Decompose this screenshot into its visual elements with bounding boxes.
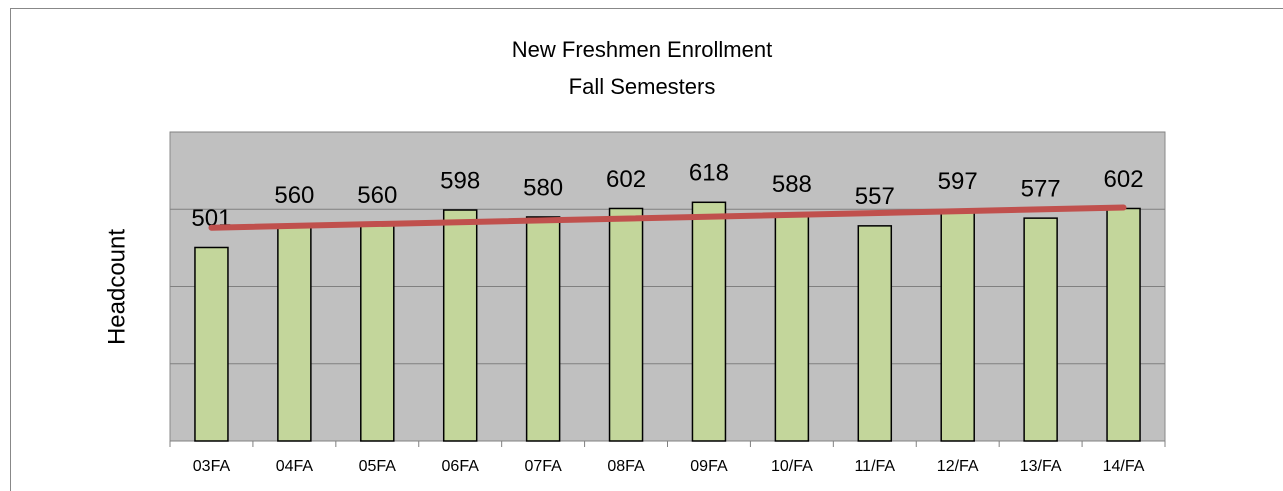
x-tick-label: 05FA xyxy=(359,458,397,475)
bar xyxy=(360,223,395,442)
data-label: 618 xyxy=(689,160,729,187)
data-label: 597 xyxy=(938,168,978,195)
bar xyxy=(608,207,644,442)
x-tick-label: 07FA xyxy=(524,458,562,475)
data-label: 580 xyxy=(523,174,563,201)
data-label: 602 xyxy=(606,166,646,193)
bar xyxy=(774,213,810,442)
x-tick-label: 09FA xyxy=(690,458,728,475)
x-tick-label: 12/FA xyxy=(937,458,979,475)
x-tick-label: 03FA xyxy=(193,458,231,475)
x-tick-label: 11/FA xyxy=(854,458,895,475)
bar xyxy=(525,216,561,442)
y-axis-label: Headcount xyxy=(103,229,130,345)
chart-title: New Freshmen Enrollment xyxy=(512,37,772,62)
data-label: 560 xyxy=(357,182,397,209)
bar xyxy=(857,225,893,442)
bar xyxy=(194,246,229,442)
bar xyxy=(277,223,312,442)
data-label: 602 xyxy=(1104,166,1144,193)
x-tick-label: 10/FA xyxy=(771,458,813,475)
data-label: 598 xyxy=(440,167,480,194)
data-label: 577 xyxy=(1021,175,1061,202)
data-label: 560 xyxy=(274,182,314,209)
chart-subtitle: Fall Semesters xyxy=(569,74,716,99)
bar xyxy=(940,209,975,442)
trendline xyxy=(208,204,1127,231)
bar xyxy=(1106,207,1141,442)
data-label: 557 xyxy=(855,183,895,210)
x-tick-label: 04FA xyxy=(276,458,314,475)
x-tick-label: 06FA xyxy=(442,458,480,475)
bar xyxy=(1023,217,1058,442)
bar xyxy=(691,201,727,442)
bar xyxy=(442,209,478,442)
data-label: 588 xyxy=(772,171,812,198)
x-tick-label: 08FA xyxy=(607,458,645,475)
x-tick-label: 13/FA xyxy=(1020,458,1062,475)
x-tick-label: 14/FA xyxy=(1103,458,1145,475)
